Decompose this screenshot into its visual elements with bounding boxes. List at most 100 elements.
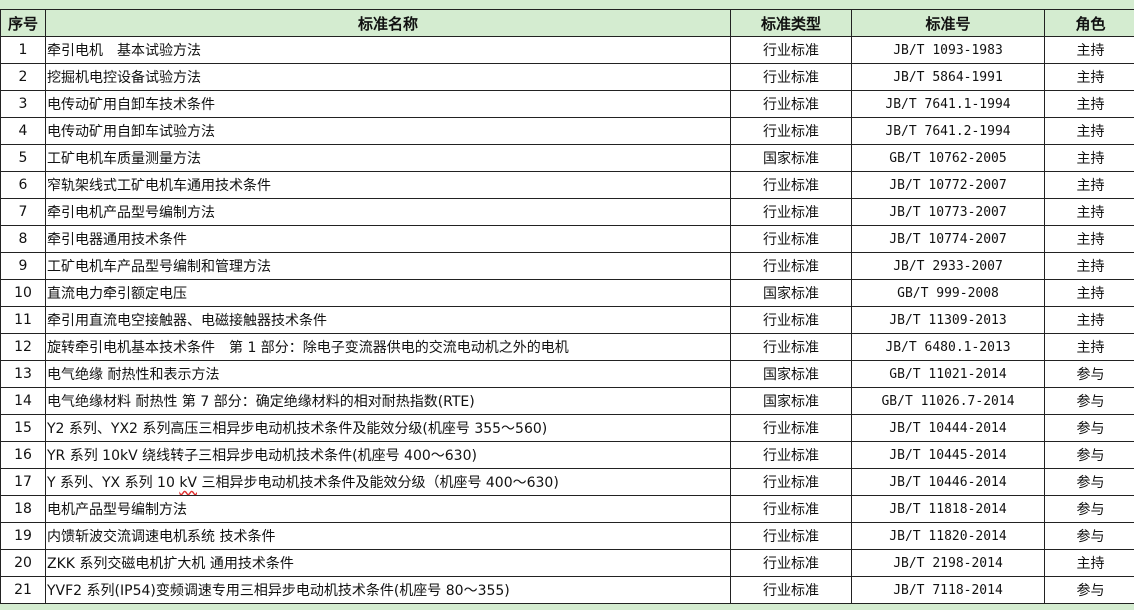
cell-role[interactable]: 主持 <box>1044 198 1134 226</box>
cell-type[interactable]: 行业标准 <box>730 63 852 91</box>
cell-type[interactable]: 国家标准 <box>730 360 852 388</box>
cell-type[interactable]: 行业标准 <box>730 90 852 118</box>
cell-type[interactable]: 行业标准 <box>730 522 852 550</box>
cell-name[interactable]: 牵引用直流电空接触器、电磁接触器技术条件 <box>45 306 731 334</box>
cell-type[interactable]: 行业标准 <box>730 576 852 604</box>
cell-type[interactable]: 行业标准 <box>730 306 852 334</box>
cell-role[interactable]: 参与 <box>1044 468 1134 496</box>
cell-role[interactable]: 参与 <box>1044 360 1134 388</box>
cell-name[interactable]: 直流电力牵引额定电压 <box>45 279 731 307</box>
cell-type[interactable]: 行业标准 <box>730 171 852 199</box>
cell-type[interactable]: 行业标准 <box>730 549 852 577</box>
cell-name[interactable]: 电气绝缘 耐热性和表示方法 <box>45 360 731 388</box>
cell-name[interactable]: 内馈斩波交流调速电机系统 技术条件 <box>45 522 731 550</box>
cell-number[interactable]: JB/T 10772-2007 <box>851 171 1045 199</box>
cell-number[interactable]: GB/T 11026.7-2014 <box>851 387 1045 415</box>
cell-name[interactable]: 电机产品型号编制方法 <box>45 495 731 523</box>
cell-seq[interactable]: 18 <box>0 495 46 523</box>
cell-name[interactable]: 工矿电机车质量测量方法 <box>45 144 731 172</box>
cell-seq[interactable]: 11 <box>0 306 46 334</box>
cell-role[interactable]: 参与 <box>1044 522 1134 550</box>
cell-role[interactable]: 主持 <box>1044 90 1134 118</box>
cell-seq[interactable]: 3 <box>0 90 46 118</box>
cell-seq[interactable]: 8 <box>0 225 46 253</box>
cell-seq[interactable]: 1 <box>0 36 46 64</box>
cell-name[interactable]: 挖掘机电控设备试验方法 <box>45 63 731 91</box>
cell-role[interactable]: 主持 <box>1044 225 1134 253</box>
cell-type[interactable]: 行业标准 <box>730 225 852 253</box>
cell-seq[interactable]: 5 <box>0 144 46 172</box>
cell-name[interactable]: Y 系列、YX 系列 10 kV 三相异步电动机技术条件及能效分级（机座号 40… <box>45 468 731 496</box>
cell-type[interactable]: 行业标准 <box>730 252 852 280</box>
cell-number[interactable]: JB/T 11309-2013 <box>851 306 1045 334</box>
cell-name[interactable]: 牵引电机 基本试验方法 <box>45 36 731 64</box>
cell-type[interactable]: 行业标准 <box>730 441 852 469</box>
cell-number[interactable]: GB/T 10762-2005 <box>851 144 1045 172</box>
cell-seq[interactable]: 20 <box>0 549 46 577</box>
cell-seq[interactable]: 16 <box>0 441 46 469</box>
cell-type[interactable]: 行业标准 <box>730 117 852 145</box>
cell-role[interactable]: 主持 <box>1044 306 1134 334</box>
cell-name[interactable]: 电传动矿用自卸车试验方法 <box>45 117 731 145</box>
header-name[interactable]: 标准名称 <box>45 9 731 37</box>
cell-type[interactable]: 国家标准 <box>730 279 852 307</box>
cell-type[interactable]: 行业标准 <box>730 333 852 361</box>
cell-name[interactable]: ZKK 系列交磁电机扩大机 通用技术条件 <box>45 549 731 577</box>
cell-role[interactable]: 主持 <box>1044 279 1134 307</box>
cell-seq[interactable]: 17 <box>0 468 46 496</box>
header-seq[interactable]: 序号 <box>0 9 46 37</box>
cell-name[interactable]: YR 系列 10kV 绕线转子三相异步电动机技术条件(机座号 400～630) <box>45 441 731 469</box>
cell-role[interactable]: 参与 <box>1044 441 1134 469</box>
cell-type[interactable]: 行业标准 <box>730 198 852 226</box>
cell-seq[interactable]: 7 <box>0 198 46 226</box>
cell-seq[interactable]: 6 <box>0 171 46 199</box>
cell-name[interactable]: Y2 系列、YX2 系列高压三相异步电动机技术条件及能效分级(机座号 355～5… <box>45 414 731 442</box>
cell-type[interactable]: 国家标准 <box>730 144 852 172</box>
cell-number[interactable]: JB/T 1093-1983 <box>851 36 1045 64</box>
cell-role[interactable]: 参与 <box>1044 387 1134 415</box>
cell-number[interactable]: JB/T 11818-2014 <box>851 495 1045 523</box>
cell-seq[interactable]: 21 <box>0 576 46 604</box>
cell-name[interactable]: 工矿电机车产品型号编制和管理方法 <box>45 252 731 280</box>
cell-seq[interactable]: 4 <box>0 117 46 145</box>
cell-seq[interactable]: 14 <box>0 387 46 415</box>
cell-number[interactable]: JB/T 10774-2007 <box>851 225 1045 253</box>
cell-number[interactable]: JB/T 10446-2014 <box>851 468 1045 496</box>
cell-role[interactable]: 主持 <box>1044 144 1134 172</box>
cell-number[interactable]: JB/T 6480.1-2013 <box>851 333 1045 361</box>
cell-name[interactable]: 牵引电器通用技术条件 <box>45 225 731 253</box>
header-role[interactable]: 角色 <box>1044 9 1134 37</box>
cell-role[interactable]: 主持 <box>1044 333 1134 361</box>
cell-name[interactable]: 旋转牵引电机基本技术条件 第 1 部分：除电子变流器供电的交流电动机之外的电机 <box>45 333 731 361</box>
cell-type[interactable]: 行业标准 <box>730 414 852 442</box>
cell-role[interactable]: 参与 <box>1044 414 1134 442</box>
cell-name[interactable]: 牵引电机产品型号编制方法 <box>45 198 731 226</box>
cell-seq[interactable]: 2 <box>0 63 46 91</box>
cell-seq[interactable]: 9 <box>0 252 46 280</box>
cell-number[interactable]: GB/T 999-2008 <box>851 279 1045 307</box>
cell-number[interactable]: JB/T 7118-2014 <box>851 576 1045 604</box>
cell-type[interactable]: 行业标准 <box>730 468 852 496</box>
cell-role[interactable]: 主持 <box>1044 171 1134 199</box>
cell-type[interactable]: 行业标准 <box>730 495 852 523</box>
cell-seq[interactable]: 10 <box>0 279 46 307</box>
cell-seq[interactable]: 13 <box>0 360 46 388</box>
cell-number[interactable]: JB/T 5864-1991 <box>851 63 1045 91</box>
cell-name[interactable]: YVF2 系列(IP54)变频调速专用三相异步电动机技术条件(机座号 80～35… <box>45 576 731 604</box>
cell-number[interactable]: JB/T 7641.2-1994 <box>851 117 1045 145</box>
cell-number[interactable]: JB/T 7641.1-1994 <box>851 90 1045 118</box>
cell-role[interactable]: 主持 <box>1044 117 1134 145</box>
cell-type[interactable]: 行业标准 <box>730 36 852 64</box>
cell-seq[interactable]: 19 <box>0 522 46 550</box>
cell-number[interactable]: JB/T 2198-2014 <box>851 549 1045 577</box>
cell-name[interactable]: 电传动矿用自卸车技术条件 <box>45 90 731 118</box>
cell-number[interactable]: JB/T 10445-2014 <box>851 441 1045 469</box>
cell-role[interactable]: 参与 <box>1044 576 1134 604</box>
cell-role[interactable]: 主持 <box>1044 252 1134 280</box>
cell-name[interactable]: 窄轨架线式工矿电机车通用技术条件 <box>45 171 731 199</box>
header-type[interactable]: 标准类型 <box>730 9 852 37</box>
cell-name[interactable]: 电气绝缘材料 耐热性 第 7 部分：确定绝缘材料的相对耐热指数(RTE) <box>45 387 731 415</box>
cell-number[interactable]: JB/T 10444-2014 <box>851 414 1045 442</box>
cell-number[interactable]: JB/T 11820-2014 <box>851 522 1045 550</box>
cell-seq[interactable]: 15 <box>0 414 46 442</box>
